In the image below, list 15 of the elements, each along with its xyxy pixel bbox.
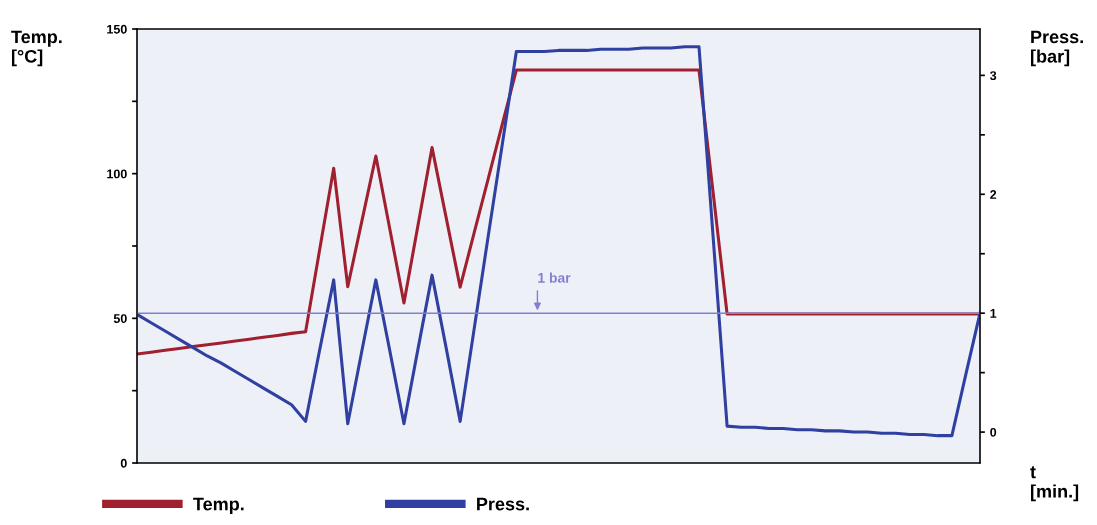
y-tick-label: 100 [107, 169, 127, 179]
y-tick-label: 0 [120, 458, 127, 468]
legend-label: Press. [477, 497, 529, 511]
y-axis-title: Temp. [°C] [11, 30, 62, 67]
y2-axis-title: Press. [bar] [1031, 30, 1083, 67]
legend-label: Temp. [193, 497, 244, 514]
y2-tick-label: 3 [990, 71, 997, 81]
line-series [137, 45, 980, 438]
x-axis-title: t [min.] [1030, 466, 1079, 502]
y-tick-label: 50 [113, 314, 127, 323]
y2-tick-label: 1 [990, 309, 997, 318]
y2-tick-label: 2 [990, 190, 997, 199]
ref-line-label: 1 bar [538, 272, 571, 283]
y-tick-label: 150 [107, 24, 127, 34]
y2-tick-label: 0 [990, 427, 997, 437]
